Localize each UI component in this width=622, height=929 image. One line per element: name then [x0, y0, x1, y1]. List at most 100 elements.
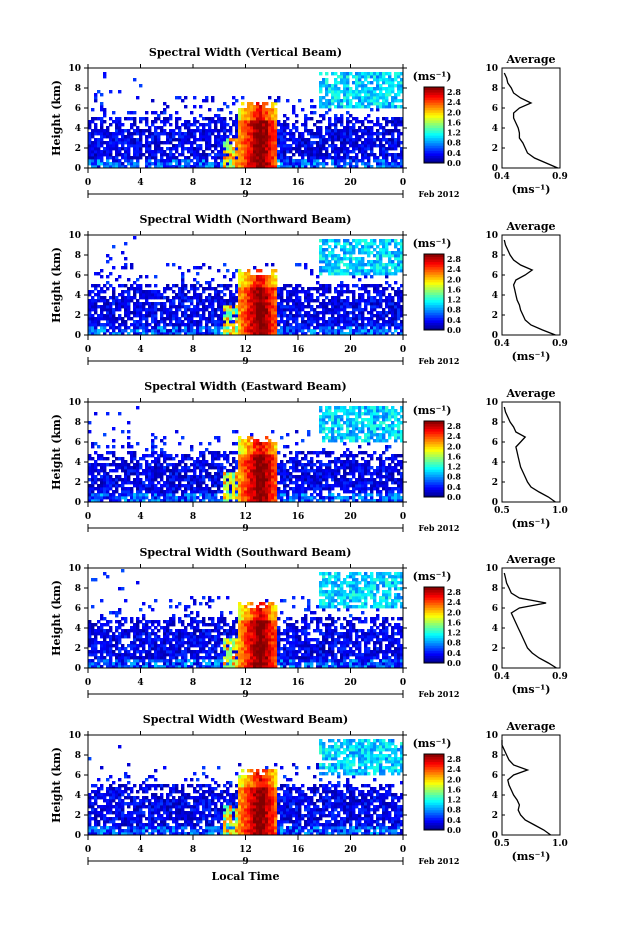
- heatmap-cell: [361, 159, 365, 163]
- heatmap-cell: [235, 451, 239, 455]
- heatmap-cell: [262, 117, 266, 121]
- heatmap-cell: [229, 141, 233, 145]
- heatmap-cell: [181, 281, 185, 285]
- heatmap-cell: [280, 305, 284, 309]
- colorbar-swatch: [424, 324, 444, 328]
- heatmap-cell: [274, 302, 278, 306]
- heatmap-cell: [385, 159, 389, 163]
- heatmap-cell: [190, 484, 194, 488]
- heatmap-cell: [397, 93, 401, 97]
- colorbar-swatch: [424, 140, 444, 144]
- heatmap-cell: [154, 117, 158, 121]
- heatmap-cell: [196, 305, 200, 309]
- colorbar-swatch: [424, 132, 444, 136]
- heatmap-cell: [244, 439, 248, 443]
- heatmap-cell: [328, 84, 332, 88]
- heatmap-cell: [157, 132, 161, 136]
- heatmap-cell: [244, 469, 248, 473]
- heatmap-cell: [202, 308, 206, 312]
- heatmap-cell: [193, 156, 197, 160]
- heatmap-cell: [364, 299, 368, 303]
- heatmap-cell: [193, 314, 197, 318]
- heatmap-cell: [142, 305, 146, 309]
- heatmap-cell: [268, 275, 272, 279]
- heatmap-cell: [163, 102, 167, 106]
- heatmap-cell: [223, 138, 227, 142]
- heatmap-cell: [127, 475, 131, 479]
- heatmap-cell: [190, 135, 194, 139]
- heatmap-cell: [268, 296, 272, 300]
- heatmap-cell: [184, 308, 188, 312]
- heatmap-cell: [280, 478, 284, 482]
- heatmap-cell: [211, 311, 215, 315]
- heatmap-cell: [115, 153, 119, 157]
- heatmap-cell: [244, 332, 248, 336]
- heatmap-cell: [274, 156, 278, 160]
- heatmap-cell: [88, 487, 92, 491]
- heatmap-cell: [163, 302, 167, 306]
- heatmap-cell: [391, 299, 395, 303]
- heatmap-cell: [358, 102, 362, 106]
- heatmap-cell: [223, 135, 227, 139]
- heatmap-cell: [274, 451, 278, 455]
- heatmap-cell: [109, 123, 113, 127]
- heatmap-cell: [139, 132, 143, 136]
- heatmap-cell: [334, 84, 338, 88]
- heatmap-cell: [343, 135, 347, 139]
- heatmap-cell: [142, 144, 146, 148]
- heatmap-cell: [349, 144, 353, 148]
- heatmap-cell: [364, 302, 368, 306]
- heatmap-cell: [379, 75, 383, 79]
- heatmap-cell: [262, 150, 266, 154]
- heatmap-cell: [295, 430, 299, 434]
- heatmap-cell: [280, 290, 284, 294]
- heatmap-cell: [298, 490, 302, 494]
- heatmap-cell: [247, 144, 251, 148]
- heatmap-cell: [241, 472, 245, 476]
- heatmap-cell: [178, 323, 182, 327]
- heatmap-cell: [151, 454, 155, 458]
- heatmap-cell: [373, 323, 377, 327]
- heatmap-cell: [400, 326, 404, 330]
- heatmap-cell: [316, 320, 320, 324]
- heatmap-cell: [220, 320, 224, 324]
- heatmap-cell: [292, 496, 296, 500]
- heatmap-cell: [316, 469, 320, 473]
- heatmap-cell: [397, 138, 401, 142]
- heatmap-cell: [295, 296, 299, 300]
- heatmap-cell: [157, 302, 161, 306]
- heatmap-cell: [268, 332, 272, 336]
- heatmap-cell: [265, 490, 269, 494]
- heatmap-cell: [202, 469, 206, 473]
- heatmap-cell: [355, 245, 359, 249]
- heatmap-cell: [271, 126, 275, 130]
- heatmap-cell: [295, 451, 299, 455]
- heatmap-cell: [271, 165, 275, 169]
- heatmap-cell: [262, 463, 266, 467]
- heatmap-cell: [154, 314, 158, 318]
- heatmap-cell: [127, 499, 131, 503]
- heatmap-cell: [205, 317, 209, 321]
- heatmap-cell: [187, 129, 191, 133]
- heatmap-cell: [385, 251, 389, 255]
- heatmap-cell: [262, 129, 266, 133]
- heatmap-cell: [244, 305, 248, 309]
- heatmap-cell: [151, 311, 155, 315]
- heatmap-cell: [133, 132, 137, 136]
- heatmap-cell: [277, 302, 281, 306]
- heatmap-cell: [136, 442, 140, 446]
- heatmap-cell: [355, 93, 359, 97]
- heatmap-cell: [391, 156, 395, 160]
- heatmap-cell: [148, 159, 152, 163]
- heatmap-cell: [325, 156, 329, 160]
- heatmap-cell: [178, 153, 182, 157]
- heatmap-cell: [256, 493, 260, 497]
- heatmap-cell: [361, 156, 365, 160]
- heatmap-cell: [142, 329, 146, 333]
- heatmap-cell: [208, 129, 212, 133]
- heatmap-cell: [97, 487, 101, 491]
- heatmap-cell: [247, 478, 251, 482]
- heatmap-cell: [229, 478, 233, 482]
- heatmap-cell: [256, 439, 260, 443]
- heatmap-cell: [295, 481, 299, 485]
